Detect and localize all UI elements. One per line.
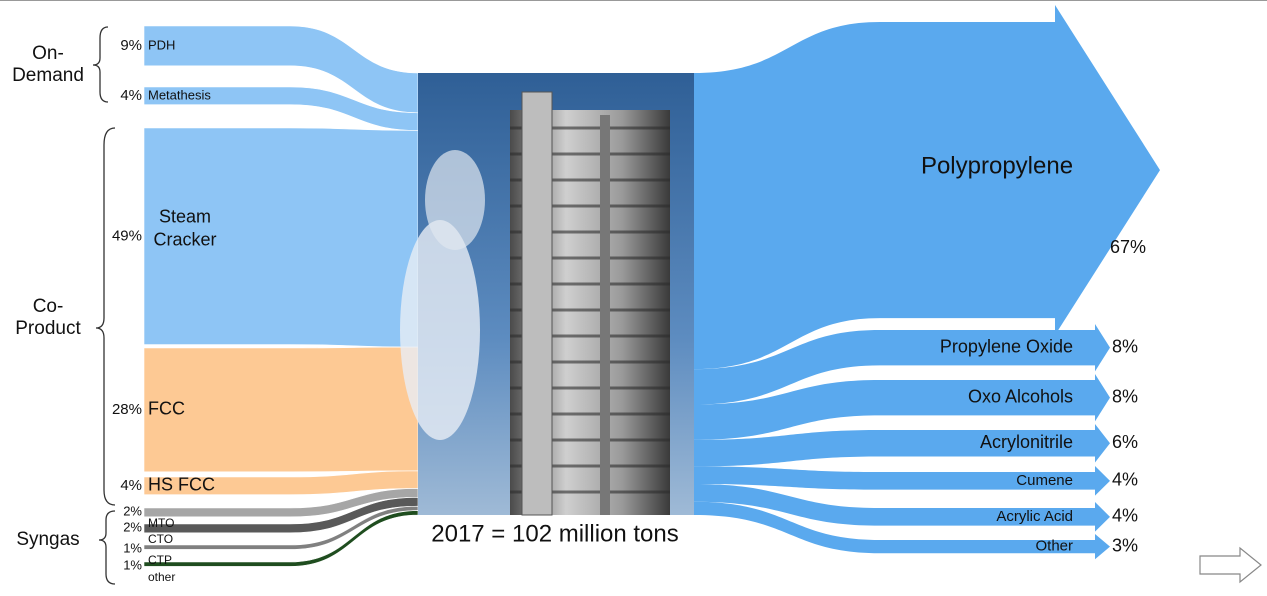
output-flow (694, 324, 1110, 405)
input-percent: 4% (120, 477, 142, 494)
group-label: Syngas (16, 529, 79, 550)
output-percent: 4% (1112, 470, 1138, 490)
output-name: Other (1035, 538, 1073, 555)
input-name: CTP (148, 553, 172, 567)
output-name: Polypropylene (921, 152, 1073, 179)
input-percent: 1% (123, 540, 142, 555)
brace (95, 127, 116, 506)
input-name: Cracker (153, 230, 216, 250)
output-name: Acrylonitrile (980, 432, 1073, 452)
output-flow (694, 484, 1110, 532)
caption: 2017 = 102 million tons (431, 520, 679, 547)
input-percent: 2% (123, 519, 142, 534)
output-name: Acrylic Acid (996, 508, 1073, 525)
output-flow (694, 374, 1110, 440)
input-name: Steam (159, 207, 211, 227)
brace (92, 26, 109, 103)
output-name: Propylene Oxide (940, 336, 1073, 356)
output-percent: 3% (1112, 535, 1138, 555)
brace (98, 510, 116, 585)
output-flow (694, 424, 1110, 467)
group-label: Co- (33, 296, 64, 317)
output-percent: 8% (1112, 386, 1138, 406)
output-flow (694, 501, 1110, 560)
input-name: FCC (148, 399, 185, 419)
output-percent: 6% (1112, 432, 1138, 452)
output-name: Oxo Alcohols (968, 386, 1073, 406)
input-name: Metathesis (148, 87, 211, 102)
group-label: On- (32, 43, 64, 64)
input-percent: 28% (112, 401, 142, 418)
input-flow (143, 346, 419, 473)
input-percent: 9% (120, 37, 142, 54)
input-percent: 4% (120, 87, 142, 104)
input-name: CTO (148, 532, 173, 546)
group-label: Product (15, 318, 81, 339)
input-name: PDH (148, 37, 175, 52)
input-percent: 2% (123, 503, 142, 518)
output-percent: 4% (1112, 506, 1138, 526)
group-label: Demand (12, 65, 84, 86)
output-name: Cumene (1016, 472, 1073, 489)
input-percent: 49% (112, 227, 142, 244)
next-button[interactable] (1199, 546, 1262, 584)
input-name: HS FCC (148, 475, 215, 495)
output-percent: 8% (1112, 336, 1138, 356)
output-flow (694, 466, 1110, 496)
input-name: other (148, 570, 175, 584)
output-flow (694, 5, 1160, 370)
input-percent: 1% (123, 557, 142, 572)
input-name: MTO (148, 516, 174, 530)
input-flow (143, 510, 419, 567)
output-percent: 67% (1110, 237, 1146, 257)
photo (400, 73, 694, 516)
